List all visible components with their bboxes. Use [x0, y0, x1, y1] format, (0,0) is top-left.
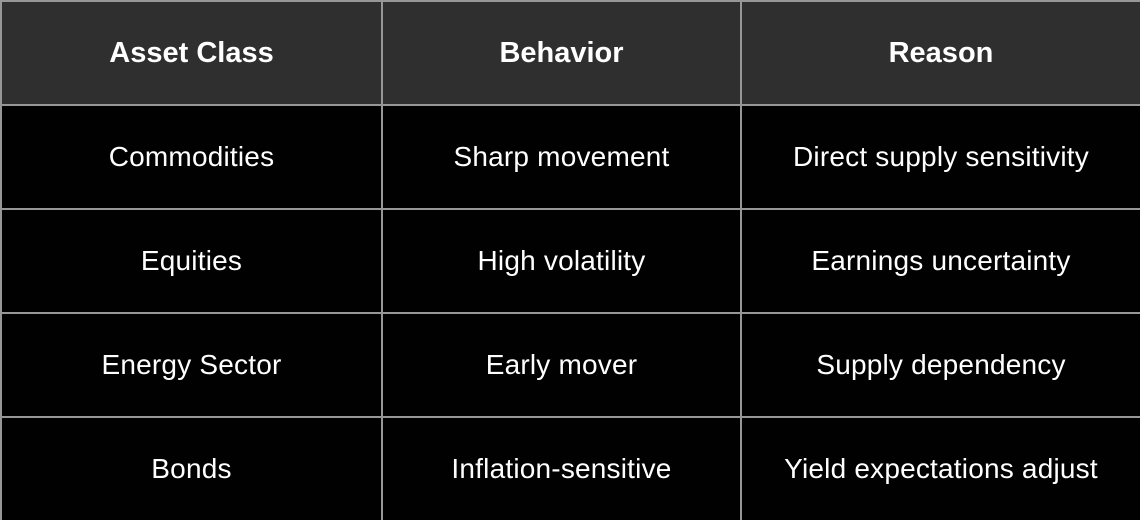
cell-behavior: High volatility: [381, 208, 742, 314]
cell-asset-class: Commodities: [0, 104, 383, 210]
cell-asset-class: Bonds: [0, 416, 383, 520]
table-header-row: Asset Class Behavior Reason: [0, 0, 1140, 106]
cell-behavior: Sharp movement: [381, 104, 742, 210]
header-behavior: Behavior: [381, 0, 742, 106]
cell-asset-class: Equities: [0, 208, 383, 314]
cell-reason: Direct supply sensitivity: [740, 104, 1140, 210]
table-row: Commodities Sharp movement Direct supply…: [0, 104, 1140, 210]
header-asset-class: Asset Class: [0, 0, 383, 106]
cell-reason: Yield expectations adjust: [740, 416, 1140, 520]
cell-behavior: Early mover: [381, 312, 742, 418]
cell-asset-class: Energy Sector: [0, 312, 383, 418]
table-row: Energy Sector Early mover Supply depende…: [0, 312, 1140, 418]
table-row: Bonds Inflation-sensitive Yield expectat…: [0, 416, 1140, 520]
header-reason: Reason: [740, 0, 1140, 106]
cell-reason: Supply dependency: [740, 312, 1140, 418]
table-row: Equities High volatility Earnings uncert…: [0, 208, 1140, 314]
cell-reason: Earnings uncertainty: [740, 208, 1140, 314]
cell-behavior: Inflation-sensitive: [381, 416, 742, 520]
